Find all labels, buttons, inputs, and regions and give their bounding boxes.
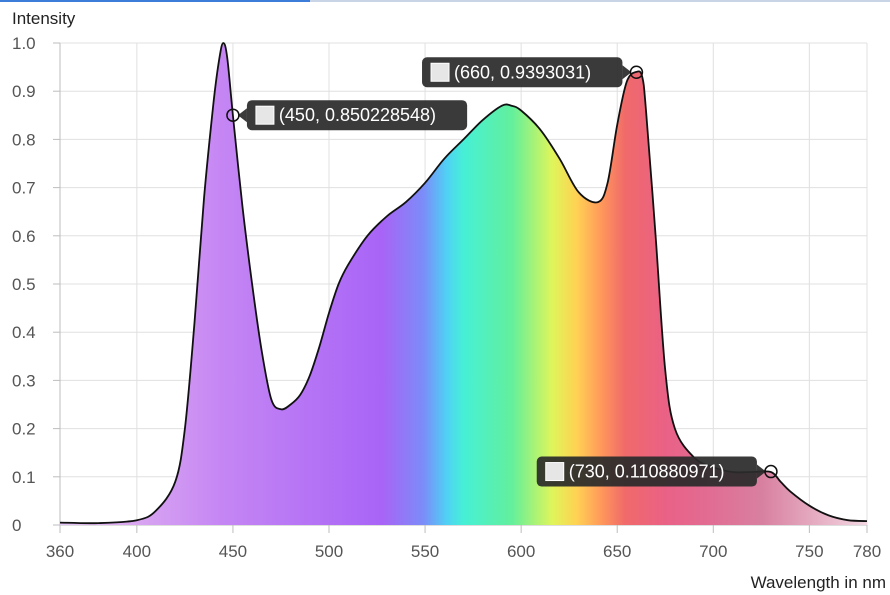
x-tick-label: 500 [315, 542, 343, 561]
tooltip-caret [756, 464, 766, 479]
x-tick-label: 360 [46, 542, 74, 561]
y-axis-title: Intensity [12, 9, 76, 28]
tooltip-label: (450, 0.850228548) [279, 105, 436, 125]
tooltip-point-marker [764, 464, 778, 479]
x-tick-label: 780 [853, 542, 881, 561]
y-tick-label: 0.5 [12, 275, 36, 294]
y-tick-label: 0 [12, 516, 21, 535]
tooltip-box [536, 456, 757, 487]
y-tick-label: 0.9 [12, 82, 36, 101]
top-accent-line [0, 0, 890, 2]
tooltip-label: (730, 0.110880971) [569, 462, 725, 482]
y-tick-label: 0.2 [12, 420, 36, 439]
x-tick-label: 600 [507, 542, 535, 561]
x-tick-label: 550 [411, 542, 439, 561]
y-tick-label: 1.0 [12, 34, 36, 53]
x-tick-label: 750 [795, 542, 823, 561]
tooltip-box [246, 100, 468, 131]
axes: 0 0.1 0.2 0.3 0.4 0.5 0.6 0.7 0.8 0.9 1.0 360 400 450… [12, 34, 881, 561]
y-tick-label: 0.3 [12, 371, 36, 390]
tooltips: (450, 0.850228548) (660, 0.9393031) (730, … [226, 57, 778, 487]
tooltip-box [422, 57, 623, 88]
tooltip: (450, 0.850228548) [237, 100, 468, 131]
tooltip-point-marker [226, 108, 240, 122]
tooltip-swatch [545, 462, 565, 482]
y-tick-label: 0.1 [12, 468, 36, 487]
y-tick-label: 0.6 [12, 227, 36, 246]
x-tick-label: 650 [603, 542, 631, 561]
tooltip-caret [622, 65, 632, 80]
x-axis-title: Wavelength in nm [751, 573, 886, 592]
tooltip-caret [237, 108, 247, 123]
spectrum-area [60, 43, 867, 525]
y-tick-label: 0.7 [12, 179, 36, 198]
tooltip: (660, 0.9393031) [422, 57, 632, 88]
tooltip-swatch [430, 62, 450, 82]
tooltip-swatch [255, 105, 275, 125]
y-tick-label: 0.4 [12, 323, 36, 342]
x-tick-label: 450 [219, 542, 247, 561]
y-tick-label: 0.8 [12, 130, 36, 149]
x-tick-label: 700 [699, 542, 727, 561]
tooltip-label: (660, 0.9393031) [454, 62, 591, 82]
top-accent-rest [310, 0, 890, 2]
tooltip: (730, 0.110880971) [536, 456, 766, 487]
tooltip-point-marker [629, 65, 644, 80]
top-accent-active [0, 0, 310, 2]
x-tick-label: 400 [123, 542, 151, 561]
